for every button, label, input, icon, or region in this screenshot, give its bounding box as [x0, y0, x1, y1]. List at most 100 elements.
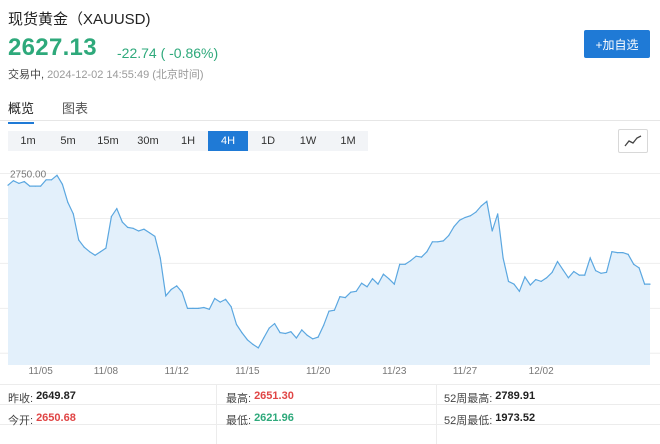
- price-point: [246, 339, 248, 341]
- period-15m[interactable]: 15m: [97, 135, 119, 147]
- price-point: [148, 232, 151, 234]
- price-point: [186, 307, 189, 309]
- price-point: [393, 283, 395, 285]
- stat-value: 2621.96: [254, 412, 294, 424]
- price-point: [323, 324, 325, 326]
- stat-value: 2650.68: [36, 412, 76, 424]
- period-30m[interactable]: 30m: [137, 135, 159, 147]
- price-point: [616, 252, 619, 254]
- stat-high: 最高: 2651.30: [226, 390, 294, 406]
- price-point: [230, 306, 232, 308]
- price-point: [410, 260, 412, 262]
- period-4h[interactable]: 4H: [208, 131, 248, 151]
- stat-value: 2651.30: [254, 390, 294, 402]
- price-point: [12, 180, 14, 182]
- x-tick-label: 11/05: [28, 366, 53, 377]
- tab-overview[interactable]: 概览: [8, 98, 35, 124]
- price-point: [573, 270, 575, 273]
- period-1mo[interactable]: 1M: [340, 135, 356, 147]
- price-point: [627, 253, 629, 255]
- add-to-watchlist-button[interactable]: +加自选: [584, 30, 650, 58]
- price-point: [241, 332, 243, 334]
- stat-value: 2789.91: [495, 390, 536, 402]
- price-point: [507, 280, 510, 282]
- price-point: [67, 201, 69, 203]
- stat-52w-low: 52周最低: 1973.52: [444, 412, 535, 428]
- period-1m[interactable]: 1m: [20, 135, 36, 147]
- instrument-title: 现货黄金（XAUUSD): [8, 11, 151, 28]
- period-1w[interactable]: 1W: [299, 135, 317, 147]
- price-point: [453, 225, 455, 228]
- price-point: [584, 274, 586, 276]
- price-point: [7, 184, 9, 186]
- price-point: [170, 288, 172, 291]
- price-point: [132, 227, 134, 229]
- price-point: [105, 247, 107, 249]
- stats-divider: [436, 384, 437, 444]
- stat-label: 今开:: [8, 415, 34, 427]
- stat-low: 最低: 2621.96: [226, 412, 294, 428]
- stats-divider: [0, 384, 660, 385]
- price-point: [469, 215, 472, 217]
- tab-chart[interactable]: 图表: [62, 101, 89, 116]
- price-point: [551, 271, 553, 273]
- price-point: [491, 230, 493, 232]
- price-point: [426, 251, 428, 253]
- price-point: [176, 285, 178, 287]
- price-point: [328, 310, 330, 312]
- price-point: [578, 274, 580, 276]
- price-point: [40, 185, 42, 187]
- timestamp: 2024-12-02 14:55:49 (北京时间): [47, 69, 204, 81]
- price-point: [317, 336, 319, 338]
- price-chart[interactable]: 2750.002700.002650.002600.002550.0011/05…: [0, 160, 660, 382]
- chart-type-button[interactable]: [618, 129, 648, 153]
- price-point: [72, 213, 74, 215]
- price-point: [480, 205, 482, 207]
- price-point: [121, 221, 123, 223]
- period-1d[interactable]: 1D: [260, 135, 276, 147]
- price-point: [448, 234, 450, 237]
- price-point: [366, 286, 368, 288]
- price-point: [388, 278, 390, 280]
- price-point: [333, 309, 335, 311]
- x-tick-label: 11/15: [235, 366, 260, 377]
- price-point: [361, 282, 363, 284]
- period-1h[interactable]: 1H: [180, 135, 196, 147]
- price-point: [138, 230, 140, 232]
- price-point: [257, 347, 259, 349]
- view-tabs: 概览 图表: [8, 98, 88, 124]
- price-point: [464, 216, 466, 219]
- price-point: [339, 296, 341, 298]
- price-point: [45, 179, 47, 181]
- stat-label: 52周最高:: [444, 393, 493, 405]
- price-point: [235, 323, 238, 326]
- price-point: [165, 295, 167, 297]
- stat-label: 昨收:: [8, 393, 34, 405]
- price-point: [192, 307, 194, 309]
- price-point: [524, 276, 526, 278]
- stats-panel: 昨收: 2649.87 最高: 2651.30 52周最高: 2789.91 今开: 2…: [0, 384, 660, 444]
- price-point: [225, 298, 227, 300]
- price-point: [437, 241, 439, 243]
- stats-divider: [0, 404, 660, 405]
- price-point: [459, 219, 461, 221]
- price-point: [116, 208, 118, 210]
- price-point: [649, 283, 651, 285]
- price-point: [50, 179, 53, 181]
- price-point: [252, 343, 254, 345]
- x-tick-label: 11/08: [94, 366, 119, 377]
- price-change: -22.74 ( -0.86%): [117, 45, 219, 61]
- price-point: [562, 269, 564, 271]
- price-point: [99, 251, 102, 253]
- trading-status: 交易中, 2024-12-02 14:55:49 (北京时间): [8, 66, 204, 82]
- price-point: [622, 252, 624, 254]
- period-5m[interactable]: 5m: [60, 135, 76, 147]
- price-point: [263, 337, 265, 339]
- x-tick-label: 11/27: [453, 366, 478, 377]
- price-point: [306, 334, 308, 336]
- price-point: [312, 338, 314, 340]
- price-point: [56, 174, 58, 176]
- price-point: [290, 331, 292, 333]
- price-point: [127, 226, 129, 228]
- price-point: [143, 228, 145, 230]
